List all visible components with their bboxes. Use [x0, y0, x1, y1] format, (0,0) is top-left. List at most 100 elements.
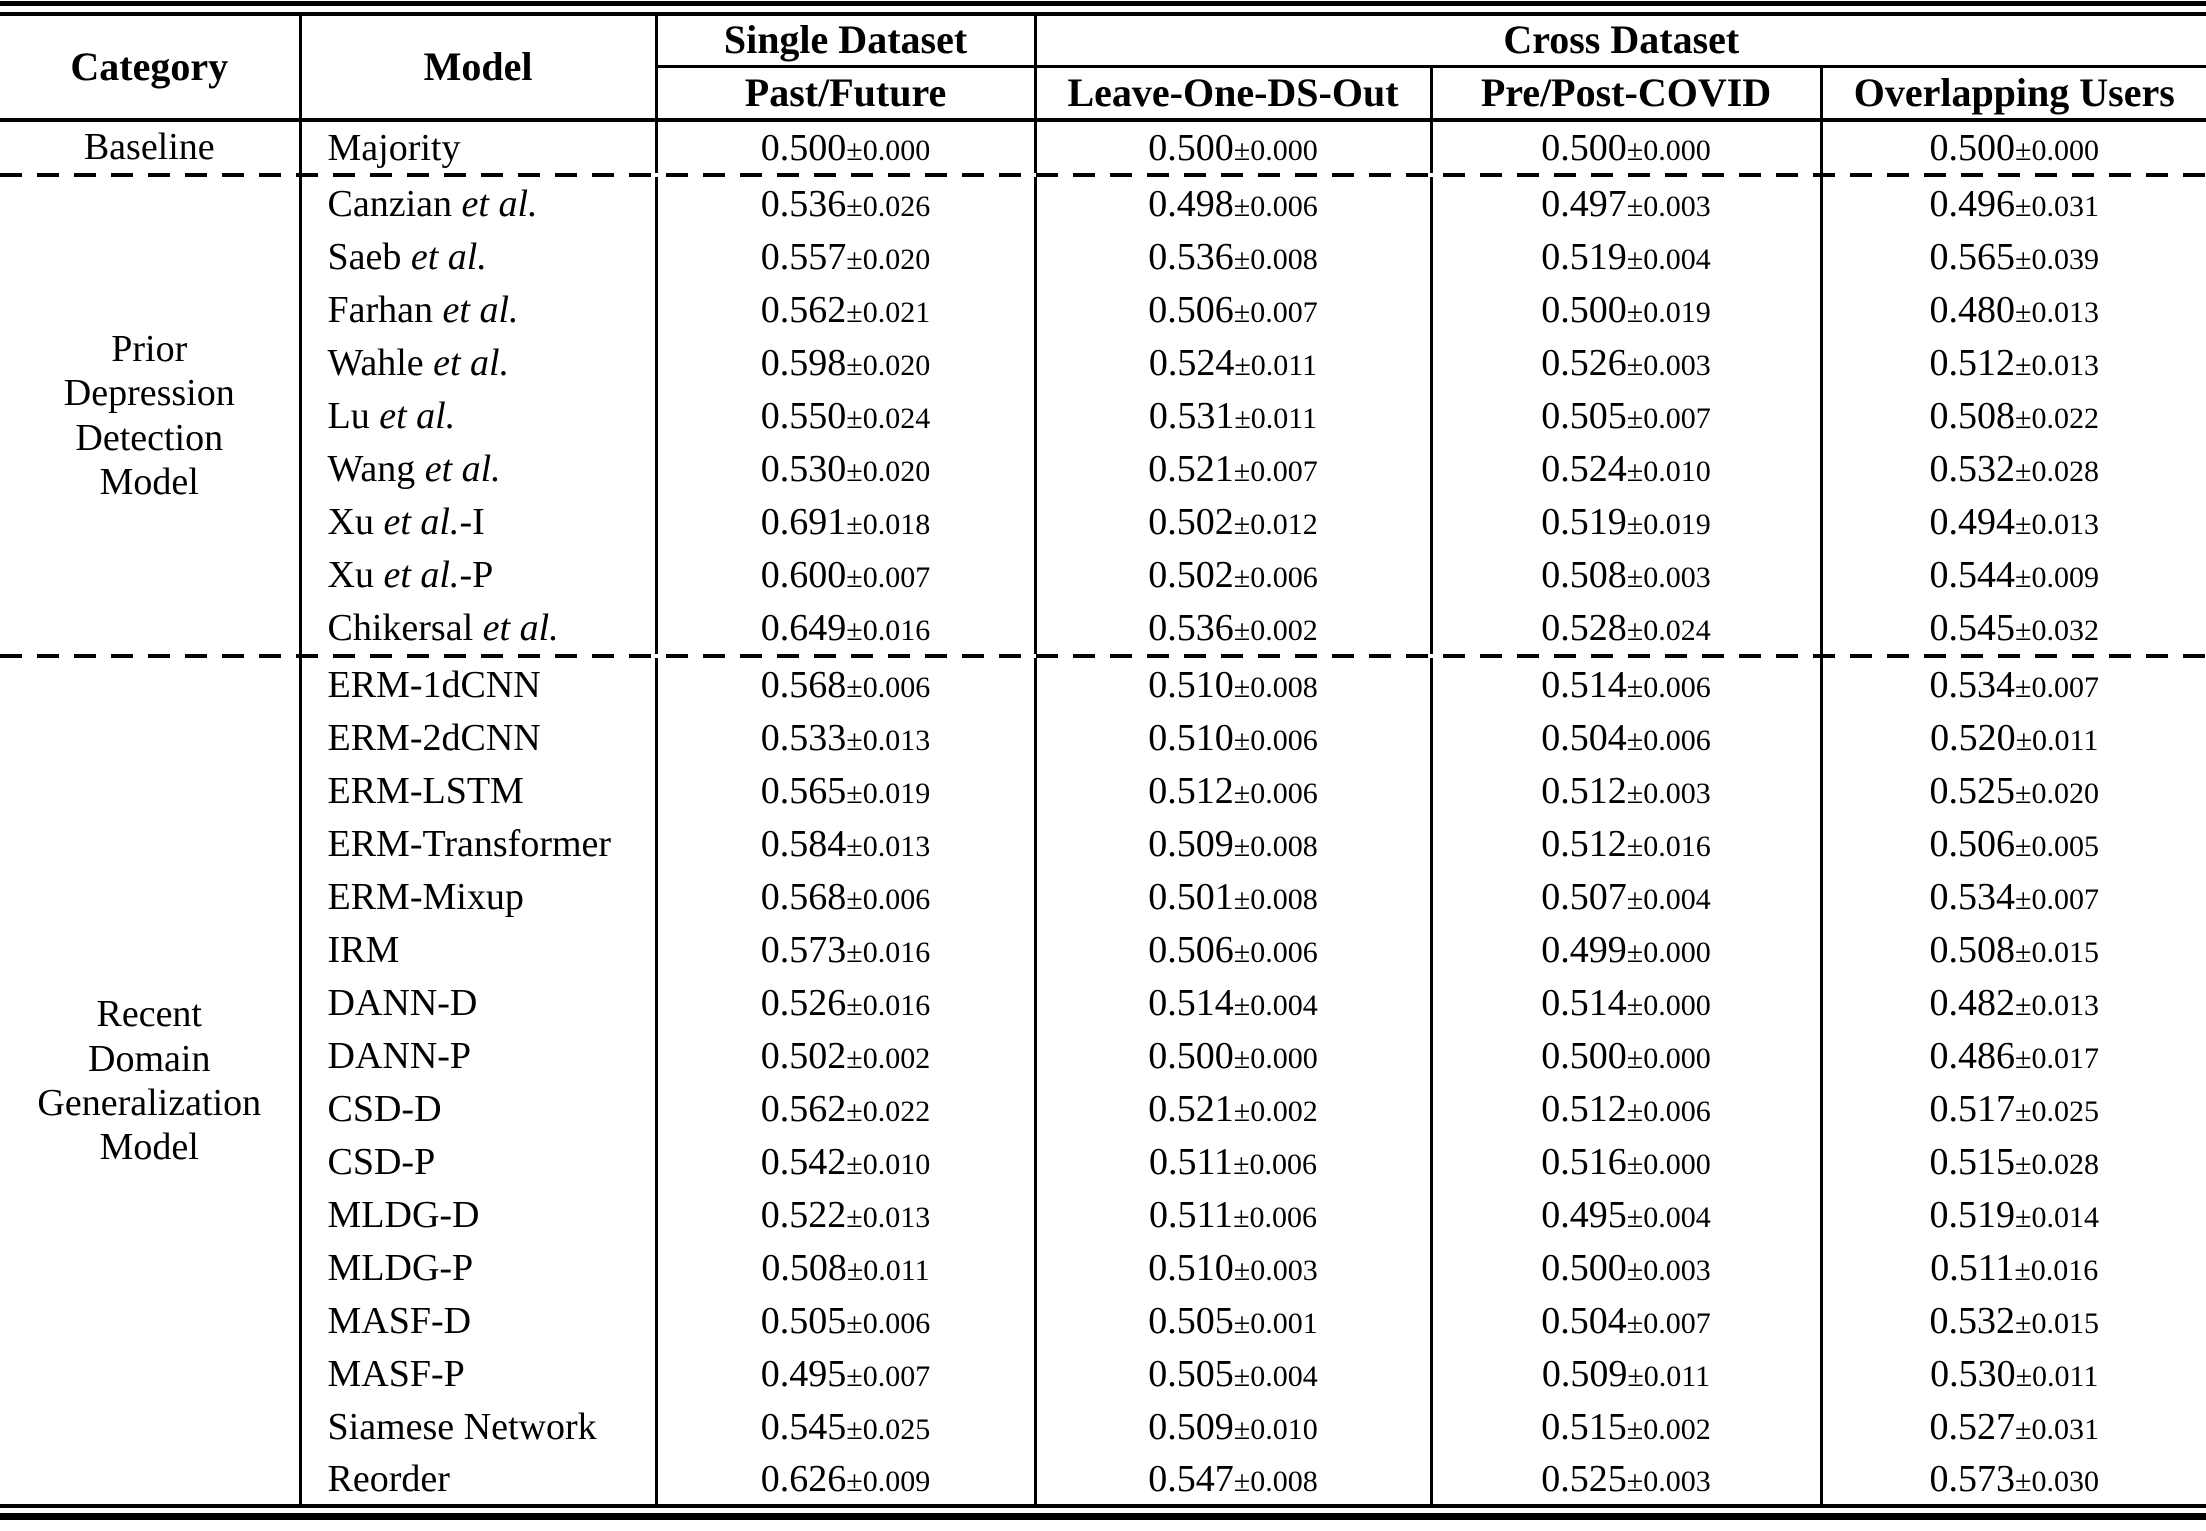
header-row-1: Category Model Single Dataset Cross Data…: [0, 14, 2206, 122]
value-cell: 0.504±0.006: [1429, 711, 1821, 764]
value-cell: 0.519±0.019: [1429, 495, 1821, 548]
value-mean: 0.527: [1929, 1405, 2016, 1448]
model-italic: et al.: [442, 288, 519, 331]
value-mean: 0.486: [1929, 1034, 2016, 1077]
value-cell: 0.508±0.003: [1429, 548, 1821, 601]
value-mean: 0.501: [1148, 875, 1234, 918]
value-mean: 0.526: [1541, 341, 1627, 384]
value-cell: 0.500±0.019: [1429, 283, 1821, 336]
value-mean: 0.502: [1148, 553, 1234, 596]
value-cell: 0.649±0.016: [654, 601, 1035, 654]
value-mean: 0.510: [1148, 663, 1234, 706]
value-plus-minus: ±0.007: [1233, 295, 1318, 329]
value-cell: 0.568±0.006: [654, 870, 1035, 923]
category-cell: Prior Depression Detection Model: [63, 327, 235, 503]
value-mean: 0.509: [1148, 822, 1234, 865]
value-mean: 0.512: [1541, 1087, 1627, 1130]
value-mean: 0.507: [1541, 875, 1627, 918]
value-cell: 0.508±0.015: [1819, 923, 2206, 976]
value-mean: 0.544: [1929, 553, 2016, 596]
value-mean: 0.532: [1929, 1299, 2016, 1342]
value-cell: 0.502±0.012: [1033, 495, 1431, 548]
group-separator-line: [0, 173, 2206, 177]
model-italic: et al.: [433, 341, 510, 384]
value-mean: 0.547: [1148, 1457, 1234, 1500]
value-plus-minus: ±0.011: [1627, 1359, 1711, 1393]
top-double-rule-upper: [0, 1, 2206, 6]
value-plus-minus: ±0.026: [846, 189, 931, 223]
table-row: Xu et al.-I 0.691±0.018 0.502±0.012 0.519±0…: [0, 495, 2206, 548]
value-plus-minus: ±0.007: [1626, 401, 1711, 435]
value-plus-minus: ±0.000: [1233, 1041, 1318, 1075]
value-plus-minus: ±0.016: [846, 613, 931, 647]
value-plus-minus: ±0.013: [2015, 348, 2099, 382]
value-mean: 0.545: [1929, 606, 2016, 649]
model-cell: ERM-Transformer: [298, 817, 656, 870]
value-cell: 0.506±0.006: [1033, 923, 1431, 976]
value-cell: 0.562±0.021: [654, 283, 1035, 336]
value-cell: 0.495±0.004: [1429, 1188, 1821, 1241]
value-cell: 0.510±0.006: [1033, 711, 1431, 764]
value-cell: 0.528±0.024: [1429, 601, 1821, 654]
value-mean: 0.515: [1541, 1405, 1627, 1448]
value-plus-minus: ±0.018: [846, 507, 931, 541]
value-mean: 0.500: [1541, 288, 1627, 331]
results-table: Category Model Single Dataset Cross Data…: [0, 12, 2206, 1508]
value-cell: 0.509±0.008: [1033, 817, 1431, 870]
model-cell: MASF-D: [298, 1294, 656, 1347]
value-cell: 0.506±0.007: [1033, 283, 1431, 336]
value-cell: 0.525±0.003: [1429, 1453, 1821, 1506]
value-plus-minus: ±0.007: [846, 1359, 931, 1393]
value-mean: 0.495: [760, 1352, 847, 1395]
value-plus-minus: ±0.006: [1233, 1147, 1318, 1181]
value-mean: 0.500: [1148, 126, 1234, 169]
value-cell: 0.519±0.004: [1429, 230, 1821, 283]
value-plus-minus: ±0.022: [846, 1094, 931, 1128]
value-cell: 0.522±0.013: [654, 1188, 1035, 1241]
value-plus-minus: ±0.025: [846, 1412, 931, 1446]
value-plus-minus: ±0.006: [1233, 1200, 1318, 1234]
value-cell: 0.536±0.002: [1033, 601, 1431, 654]
value-cell: 0.526±0.016: [654, 976, 1035, 1029]
value-mean: 0.505: [760, 1299, 847, 1342]
value-cell: 0.506±0.005: [1819, 817, 2206, 870]
value-cell: 0.501±0.008: [1033, 870, 1431, 923]
value-plus-minus: ±0.004: [1233, 1359, 1318, 1393]
value-plus-minus: ±0.025: [2015, 1094, 2099, 1128]
value-cell: 0.515±0.028: [1819, 1135, 2206, 1188]
value-cell: 0.626±0.009: [654, 1453, 1035, 1506]
value-cell: 0.514±0.006: [1429, 658, 1821, 711]
col-header-cross-dataset: Cross Dataset: [1033, 14, 2206, 68]
value-plus-minus: ±0.003: [1626, 348, 1711, 382]
value-mean: 0.519: [1541, 500, 1627, 543]
value-mean: 0.530: [1930, 1352, 2016, 1395]
value-cell: 0.494±0.013: [1819, 495, 2206, 548]
model-cell: DANN-D: [298, 976, 656, 1029]
value-mean: 0.506: [1148, 928, 1234, 971]
value-plus-minus: ±0.006: [1233, 935, 1318, 969]
value-mean: 0.521: [1148, 447, 1234, 490]
table-row: ERM-LSTM 0.565±0.019 0.512±0.006 0.512±0.00…: [0, 764, 2206, 817]
table-row: Prior Depression Detection Model Canzian et …: [0, 177, 2206, 503]
value-plus-minus: ±0.008: [1233, 829, 1318, 863]
value-cell: 0.502±0.006: [1033, 548, 1431, 601]
value-plus-minus: ±0.002: [1233, 1094, 1318, 1128]
value-cell: 0.536±0.026: [654, 177, 1035, 230]
value-mean: 0.519: [1929, 1193, 2016, 1236]
table-row: CSD-D 0.562±0.022 0.521±0.002 0.512±0.006 0.…: [0, 1082, 2206, 1135]
table-row: Wahle et al. 0.598±0.020 0.524±0.011 0.526±…: [0, 336, 2206, 389]
value-cell: 0.536±0.008: [1033, 230, 1431, 283]
value-mean: 0.557: [760, 235, 847, 278]
value-cell: 0.511±0.006: [1033, 1135, 1431, 1188]
value-cell: 0.598±0.020: [654, 336, 1035, 389]
value-cell: 0.527±0.031: [1819, 1400, 2206, 1453]
value-cell: 0.512±0.006: [1033, 764, 1431, 817]
model-cell: Reorder: [298, 1453, 656, 1506]
value-cell: 0.510±0.003: [1033, 1241, 1431, 1294]
value-cell: 0.534±0.007: [1819, 870, 2206, 923]
value-mean: 0.497: [1541, 182, 1627, 225]
value-cell: 0.495±0.007: [654, 1347, 1035, 1400]
value-mean: 0.600: [760, 553, 847, 596]
value-cell: 0.508±0.011: [654, 1241, 1035, 1294]
table-row: Chikersal et al. 0.649±0.016 0.536±0.002 0.…: [0, 601, 2206, 654]
